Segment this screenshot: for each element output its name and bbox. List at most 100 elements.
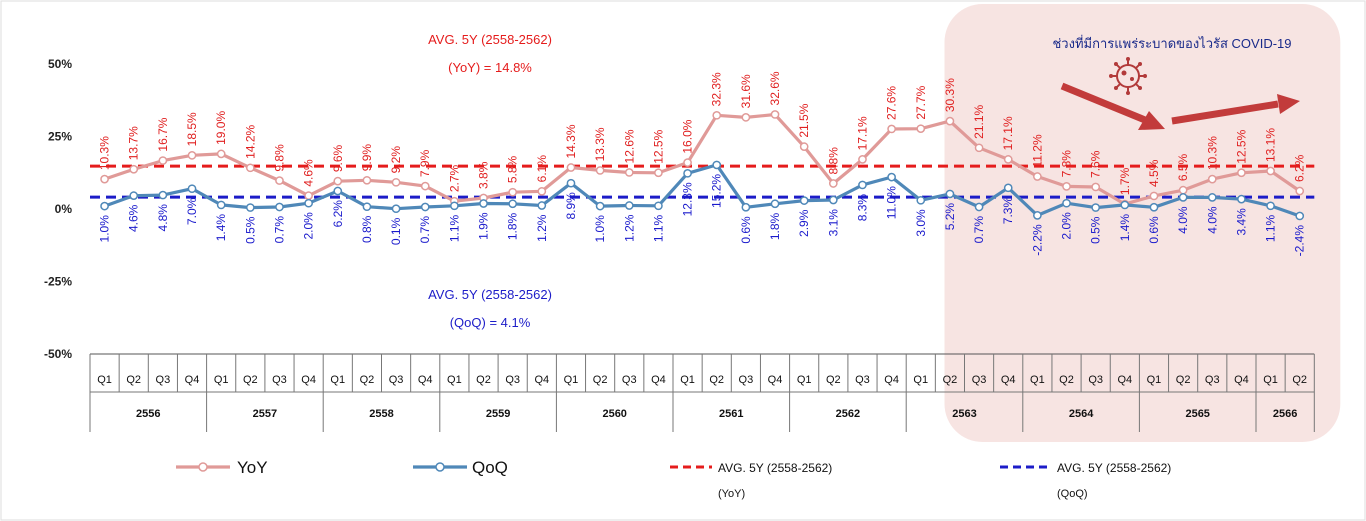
qoq-point — [1209, 194, 1216, 201]
legend-avg-qoq-sublabel: (QoQ) — [1057, 488, 1088, 500]
yoy-point — [684, 159, 691, 166]
yoy-point — [1267, 167, 1274, 174]
qoq-data-label: 1.2% — [622, 214, 636, 242]
y-tick-label: -50% — [44, 347, 72, 361]
yoy-data-label: 3.8% — [477, 161, 491, 189]
qoq-data-label: 7.3% — [1001, 197, 1015, 225]
qoq-data-label: 5.2% — [943, 203, 957, 231]
quarter-label: Q4 — [301, 374, 316, 386]
qoq-data-label: 0.7% — [972, 216, 986, 244]
yoy-data-label: 6.1% — [535, 155, 549, 183]
legend-qoq-marker — [436, 463, 444, 471]
quarter-label: Q1 — [97, 374, 112, 386]
year-label: 2562 — [836, 408, 860, 420]
y-tick-label: 50% — [48, 57, 72, 71]
yoy-point — [946, 118, 953, 125]
qoq-data-label: 2.9% — [797, 209, 811, 237]
year-label: 2559 — [486, 408, 510, 420]
quarter-label: Q2 — [360, 374, 375, 386]
yoy-data-label: 18.5% — [185, 112, 199, 146]
qoq-data-label: -2.4% — [1293, 225, 1307, 257]
quarter-label: Q3 — [272, 374, 287, 386]
quarter-label: Q4 — [884, 374, 899, 386]
yoy-data-label: 10.3% — [1205, 136, 1219, 170]
yoy-data-label: 2.7% — [447, 164, 461, 192]
quarter-label: Q2 — [243, 374, 258, 386]
legend-yoy-marker — [199, 463, 207, 471]
yoy-point — [130, 166, 137, 173]
covid-period-label: ช่วงที่มีการแพร่ระบาดของไวรัส COVID-19 — [1052, 35, 1291, 51]
qoq-point — [1063, 200, 1070, 207]
quarter-label: Q4 — [1234, 374, 1249, 386]
qoq-data-label: 0.5% — [1089, 216, 1103, 244]
quarter-label: Q3 — [1205, 374, 1220, 386]
qoq-point — [626, 202, 633, 209]
yoy-point — [1209, 176, 1216, 183]
year-label: 2556 — [136, 408, 160, 420]
yoy-point — [1005, 156, 1012, 163]
yoy-point — [422, 182, 429, 189]
yoy-point — [509, 189, 516, 196]
yoy-point — [1092, 183, 1099, 190]
y-tick-label: 0% — [55, 202, 73, 216]
qoq-point — [1092, 204, 1099, 211]
avg-qoq-annotation-line2: (QoQ) = 4.1% — [450, 315, 531, 330]
qoq-data-label: 1.0% — [98, 215, 112, 243]
qoq-data-label: 0.7% — [272, 216, 286, 244]
legend-yoy-label: YoY — [237, 458, 268, 477]
year-label: 2566 — [1273, 408, 1297, 420]
quarter-label: Q1 — [1030, 374, 1045, 386]
qoq-point — [1267, 202, 1274, 209]
yoy-point — [218, 150, 225, 157]
yoy-point — [363, 177, 370, 184]
qoq-point — [684, 170, 691, 177]
qoq-data-label: 1.8% — [506, 212, 520, 240]
year-label: 2565 — [1185, 408, 1209, 420]
qoq-point — [1296, 212, 1303, 219]
qoq-point — [509, 200, 516, 207]
quarter-label: Q4 — [418, 374, 433, 386]
yoy-data-label: 12.5% — [651, 129, 665, 163]
year-label: 2558 — [369, 408, 393, 420]
line-chart: 50%25%0%-25%-50%Q1 Q2 Q3 Q4 Q1 Q2 Q3 Q4 Q1 Q2 Q3 Q4… — [0, 0, 1366, 521]
yoy-data-label: 14.3% — [564, 124, 578, 158]
quarter-label: Q4 — [185, 374, 200, 386]
yoy-data-label: 9.9% — [360, 144, 374, 172]
year-label: 2564 — [1069, 408, 1094, 420]
qoq-data-label: 0.5% — [243, 216, 257, 244]
qoq-data-label: 8.9% — [564, 192, 578, 220]
avg-qoq-annotation-line1: AVG. 5Y (2558-2562) — [428, 287, 552, 302]
qoq-data-label: 1.1% — [447, 214, 461, 242]
qoq-point — [830, 196, 837, 203]
qoq-data-label: 1.1% — [651, 214, 665, 242]
yoy-data-label: 13.3% — [593, 127, 607, 161]
qoq-data-label: 4.8% — [156, 204, 170, 232]
qoq-point — [538, 202, 545, 209]
yoy-data-label: 9.2% — [389, 146, 403, 174]
qoq-data-label: 1.0% — [593, 215, 607, 243]
qoq-data-label: 6.2% — [331, 200, 345, 228]
yoy-data-label: 17.1% — [1001, 116, 1015, 150]
qoq-data-label: 1.4% — [1118, 214, 1132, 242]
qoq-point — [334, 187, 341, 194]
qoq-point — [859, 181, 866, 188]
quarter-label: Q1 — [913, 374, 928, 386]
yoy-point — [247, 164, 254, 171]
qoq-point — [188, 185, 195, 192]
quarter-label: Q2 — [1292, 374, 1307, 386]
yoy-data-label: 13.7% — [127, 126, 141, 160]
qoq-data-label: 0.6% — [739, 216, 753, 244]
qoq-data-label: 11.0% — [885, 186, 899, 219]
qoq-point — [1150, 204, 1157, 211]
quarter-label: Q3 — [972, 374, 987, 386]
quarter-label: Q1 — [564, 374, 579, 386]
year-label: 2560 — [602, 408, 626, 420]
year-label: 2563 — [952, 408, 976, 420]
yoy-data-label: 21.5% — [797, 103, 811, 137]
quarter-label: Q1 — [797, 374, 812, 386]
quarter-label: Q4 — [1117, 374, 1132, 386]
yoy-point — [975, 144, 982, 151]
yoy-data-label: 30.3% — [943, 78, 957, 112]
yoy-point — [917, 125, 924, 132]
yoy-data-label: 6.5% — [1176, 153, 1190, 181]
